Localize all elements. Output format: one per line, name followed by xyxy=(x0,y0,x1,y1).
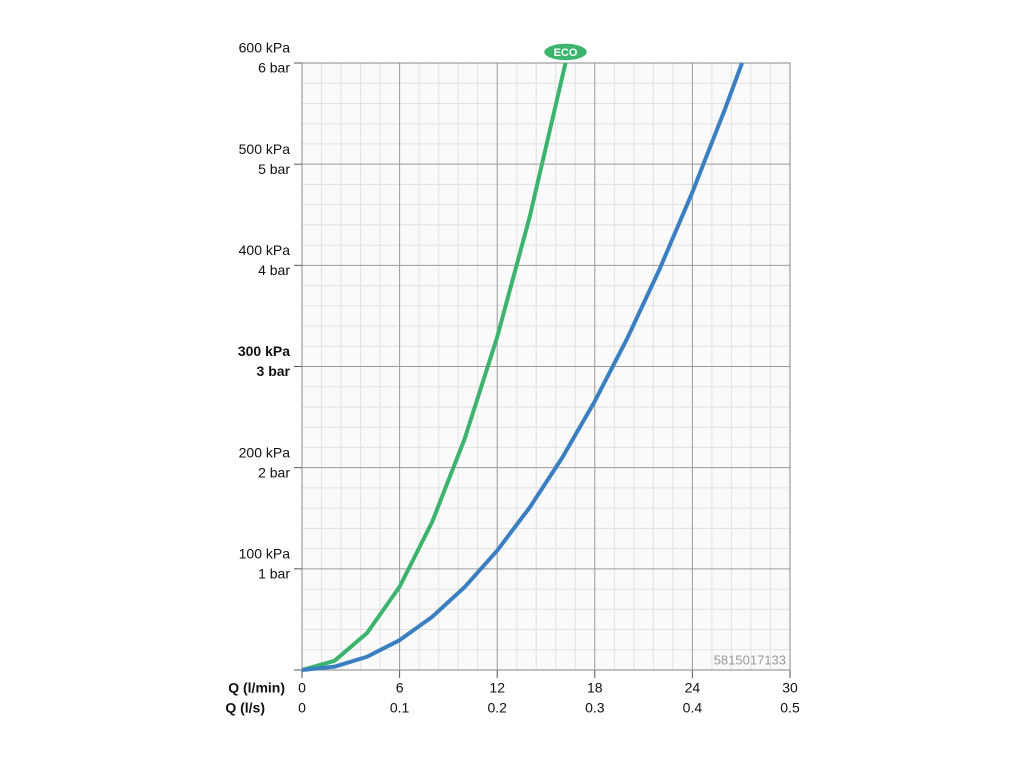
legend-badge xyxy=(542,42,589,62)
y2-tick-label: 5 bar xyxy=(258,161,290,177)
y-tick-label: 100 kPa xyxy=(239,546,291,562)
plot-border xyxy=(301,62,791,671)
x-tick-label: 12 xyxy=(489,680,505,696)
x-tick-label: 18 xyxy=(587,680,603,696)
y-tick-label: 200 kPa xyxy=(239,444,291,460)
x-tick-label: 0 xyxy=(298,680,306,696)
legend-label: ECO xyxy=(554,47,578,59)
x2-axis-label: Q (l/s) xyxy=(225,700,265,716)
y-tick-label: 600 kPa xyxy=(239,40,291,56)
y-tick-label: 500 kPa xyxy=(239,141,291,157)
line-series xyxy=(301,62,568,672)
y2-tick-label: 2 bar xyxy=(258,464,290,480)
x-tick-label: 6 xyxy=(396,680,404,696)
y-tick-label: 400 kPa xyxy=(239,242,291,258)
x-axis-label: Q (l/min) xyxy=(228,680,285,696)
annotation: 5815017133 xyxy=(714,652,786,667)
x2-tick-label: 0 xyxy=(298,700,306,716)
line-series xyxy=(301,62,744,672)
y2-tick-label: 1 bar xyxy=(258,566,290,582)
x2-tick-label: 0.1 xyxy=(390,700,410,716)
x-tick-label: 30 xyxy=(782,680,798,696)
x2-tick-label: 0.3 xyxy=(585,700,605,716)
y2-tick-label: 6 bar xyxy=(258,60,290,76)
x2-tick-label: 0.2 xyxy=(487,700,507,716)
y-tick-label: 300 kPa xyxy=(238,343,290,359)
x2-tick-label: 0.4 xyxy=(683,700,703,716)
y2-tick-label: 4 bar xyxy=(258,262,290,278)
x2-tick-label: 0.5 xyxy=(780,700,800,716)
x-tick-label: 24 xyxy=(685,680,701,696)
y2-tick-label: 3 bar xyxy=(257,363,291,379)
